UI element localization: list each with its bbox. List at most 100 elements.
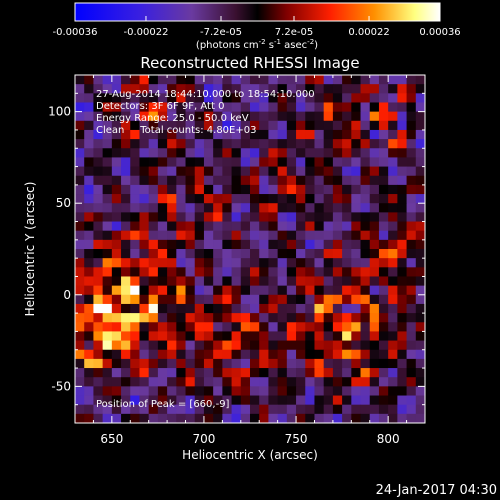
heatmap-cell — [369, 285, 380, 296]
heatmap-cell — [102, 184, 113, 195]
heatmap-cell — [84, 386, 94, 396]
heatmap-cell — [102, 368, 113, 378]
heatmap-cell — [222, 139, 232, 149]
heatmap-cell — [369, 349, 380, 360]
heatmap-cell — [84, 230, 94, 241]
heatmap-cell — [388, 102, 398, 113]
heatmap-cell — [415, 386, 426, 396]
heatmap-cell — [305, 294, 315, 305]
heatmap-cell — [213, 175, 223, 186]
heatmap-cell — [314, 166, 325, 177]
heatmap-cell — [342, 285, 352, 296]
heatmap-cell — [314, 148, 325, 158]
heatmap-cell — [240, 276, 251, 287]
heatmap-cell — [314, 84, 325, 94]
heatmap-cell — [259, 303, 269, 314]
heatmap-cell — [121, 395, 131, 406]
heatmap-cell — [157, 120, 168, 131]
heatmap-cell — [277, 93, 288, 103]
heatmap-cell — [286, 404, 297, 415]
heatmap-cell — [323, 84, 334, 94]
heatmap-cell — [157, 395, 168, 406]
heatmap-cell — [213, 102, 223, 113]
heatmap-cell — [286, 249, 297, 259]
heatmap-cell — [139, 331, 150, 341]
heatmap-cell — [185, 368, 196, 378]
heatmap-cell — [139, 239, 150, 250]
heatmap-cell — [157, 331, 168, 341]
chart-title: Reconstructed RHESSI Image — [140, 54, 359, 72]
heatmap-cell — [240, 75, 251, 85]
heatmap-cell — [240, 340, 251, 351]
heatmap-cell — [176, 139, 186, 149]
heatmap-cell — [314, 404, 325, 415]
heatmap-cell — [296, 230, 306, 241]
heatmap-cell — [323, 157, 334, 167]
heatmap-cell — [369, 148, 380, 158]
heatmap-cell — [268, 111, 279, 122]
heatmap-cell — [415, 194, 426, 204]
heatmap-cell — [185, 285, 196, 296]
heatmap-cell — [75, 404, 85, 415]
heatmap-cell — [332, 139, 343, 149]
heatmap-cell — [139, 395, 150, 406]
heatmap-cell — [222, 276, 232, 287]
heatmap-cell — [378, 111, 389, 122]
heatmap-cell — [415, 230, 426, 241]
heatmap-cell — [130, 331, 140, 341]
heatmap-cell — [397, 294, 407, 305]
heatmap-cell — [332, 377, 343, 387]
heatmap-cell — [342, 322, 352, 332]
heatmap-cell — [415, 203, 426, 213]
heatmap-cell — [176, 340, 186, 351]
heatmap-cell — [185, 212, 196, 222]
heatmap-cell — [332, 84, 343, 94]
heatmap-cell — [102, 166, 113, 177]
heatmap-cell — [148, 120, 159, 131]
heatmap-cell — [176, 221, 186, 232]
heatmap-cell — [203, 175, 214, 186]
heatmap-cell — [111, 221, 122, 232]
heatmap-cell — [268, 166, 279, 177]
heatmap-cell — [194, 331, 205, 341]
heatmap-cell — [332, 349, 343, 360]
heatmap-cell — [351, 303, 361, 314]
heatmap-cell — [277, 413, 288, 424]
heatmap-cell — [139, 203, 150, 213]
heatmap-cell — [259, 139, 269, 149]
heatmap-cell — [250, 129, 260, 140]
heatmap-cell — [360, 129, 371, 140]
heatmap-cell — [185, 102, 196, 113]
heatmap-cell — [194, 203, 205, 213]
heatmap-cell — [397, 322, 407, 332]
heatmap-cell — [305, 313, 315, 323]
heatmap-cell — [332, 276, 343, 287]
heatmap-cell — [176, 258, 186, 268]
heatmap-cell — [378, 148, 389, 158]
heatmap-cell — [222, 157, 232, 167]
heatmap-cell — [130, 239, 140, 250]
heatmap-cell — [332, 102, 343, 113]
heatmap-cell — [194, 102, 205, 113]
heatmap-cell — [84, 349, 94, 360]
heatmap-cell — [360, 349, 371, 360]
heatmap-cell — [111, 413, 122, 424]
heatmap-cell — [342, 111, 352, 122]
heatmap-cell — [93, 285, 104, 296]
heatmap-cell — [406, 386, 417, 396]
heatmap-cell — [121, 194, 131, 204]
heatmap-cell — [277, 322, 288, 332]
heatmap-cell — [342, 139, 352, 149]
heatmap-cell — [406, 184, 417, 195]
heatmap-cell — [296, 404, 306, 415]
heatmap-cell — [148, 194, 159, 204]
heatmap-cell — [323, 175, 334, 186]
heatmap-cell — [296, 322, 306, 332]
heatmap-cell — [222, 285, 232, 296]
heatmap-cell — [185, 413, 196, 424]
heatmap-cell — [406, 276, 417, 287]
heatmap-cell — [75, 322, 85, 332]
heatmap-cell — [139, 303, 150, 314]
heatmap-cell — [75, 102, 85, 113]
heatmap-cell — [314, 267, 325, 277]
